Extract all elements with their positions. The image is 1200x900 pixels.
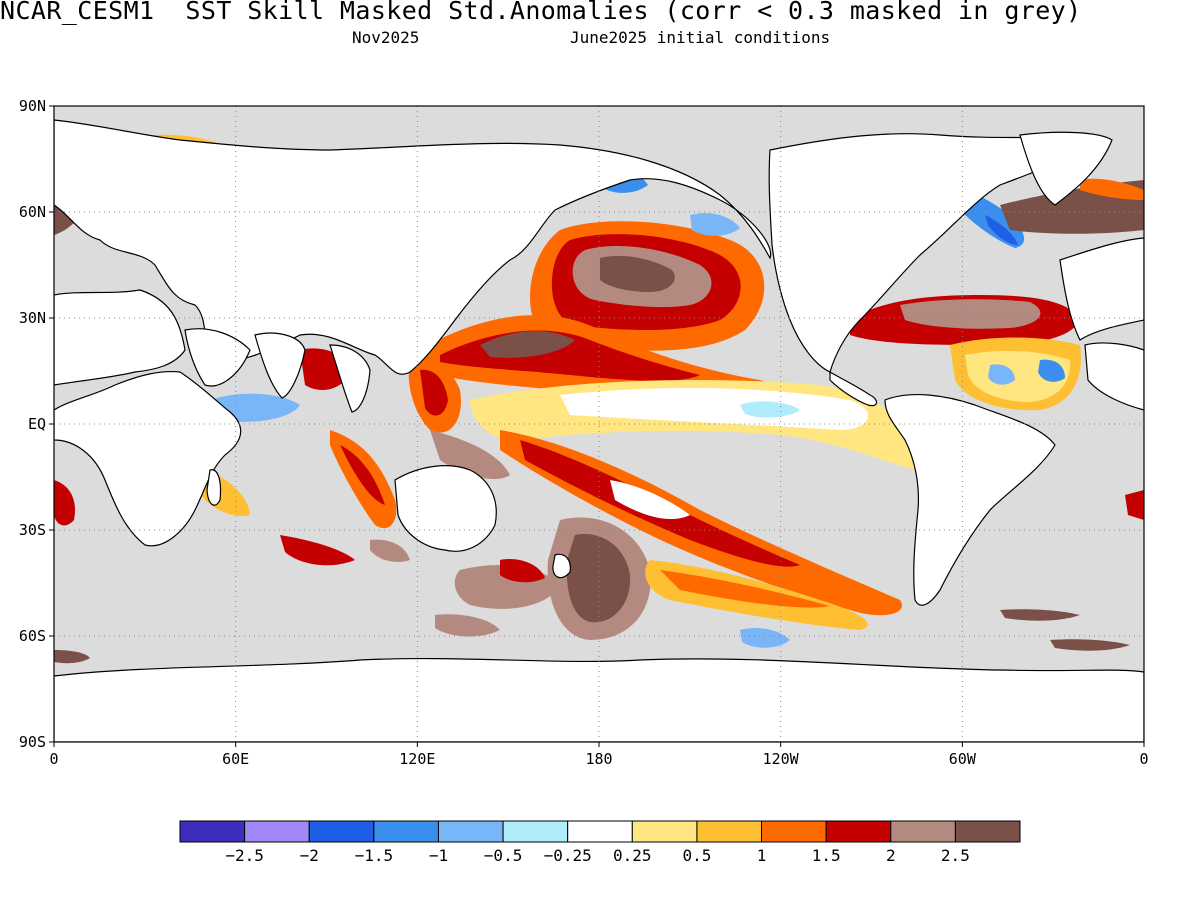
colorbar-swatch: [954, 820, 1021, 843]
colorbar-label: 1: [756, 846, 767, 865]
colorbar-label: −0.25: [543, 846, 592, 865]
colorbar-swatch: [502, 820, 569, 843]
anomaly-patches: [54, 134, 1144, 664]
latitude-label: EQ: [27, 415, 46, 433]
forecast-month: Nov2025: [352, 28, 420, 47]
longitude-label: 120W: [762, 750, 799, 768]
colorbar-label: −2: [299, 846, 319, 865]
colorbar-label: 2.5: [940, 846, 970, 865]
latitude-label: 90N: [18, 97, 46, 115]
colorbar-label: −1.5: [354, 846, 394, 865]
colorbar-label: 0.25: [613, 846, 652, 865]
longitude-label: 120E: [399, 750, 436, 768]
colorbar-label: −0.5: [483, 846, 523, 865]
latitude-label: 30N: [18, 309, 46, 327]
longitude-label: 60W: [948, 750, 976, 768]
latitude-label: 60N: [18, 203, 46, 221]
colorbar-swatch: [631, 820, 698, 843]
colorbar-swatch: [373, 820, 439, 843]
colorbar-label: −2.5: [225, 846, 264, 865]
longitude-label: 0: [1139, 750, 1149, 768]
colorbar-swatch: [437, 820, 504, 843]
colorbar-swatch: [567, 820, 633, 843]
longitude-label: 60E: [222, 750, 250, 768]
colorbar-label: 0.5: [682, 846, 712, 865]
continents: [54, 119, 1144, 742]
initial-conditions-label: June2025 initial conditions: [570, 28, 831, 47]
colorbar-swatch: [890, 820, 956, 843]
map-title: NCAR_CESM1 SST Skill Masked Std.Anomalie…: [0, 0, 1082, 25]
latitude-label: 90S: [18, 733, 46, 751]
latitude-label: 60S: [18, 627, 46, 645]
colorbar: [179, 820, 1021, 843]
colorbar-swatch: [179, 820, 246, 843]
colorbar-label: −1: [428, 846, 449, 865]
longitude-label: 0: [49, 750, 59, 768]
colorbar-swatch: [825, 820, 892, 843]
colorbar-swatch: [308, 820, 375, 843]
latitude-label: 30S: [18, 521, 46, 539]
axis-ticks: [49, 105, 1145, 747]
colorbar-swatch: [761, 820, 827, 843]
longitude-label: 180: [585, 750, 613, 768]
colorbar-swatch: [244, 820, 310, 843]
map-field: [54, 106, 1144, 742]
map-grid: [54, 106, 1144, 742]
colorbar-swatch: [696, 820, 763, 843]
colorbar-label: 1.5: [811, 846, 841, 865]
colorbar-label: 2: [885, 846, 896, 865]
